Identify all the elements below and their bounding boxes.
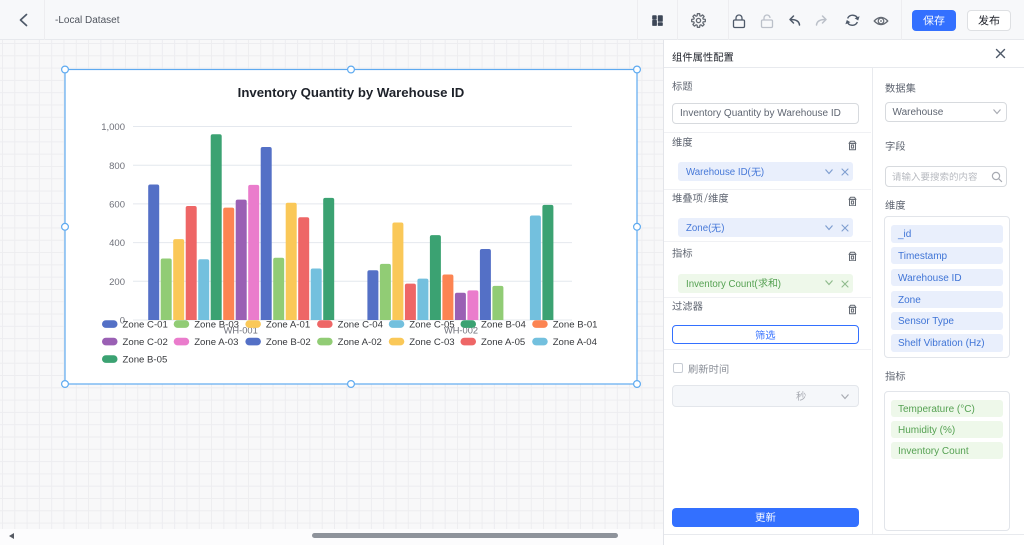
svg-text:WH-002: WH-002 bbox=[444, 326, 478, 336]
svg-text:Zone A-05: Zone A-05 bbox=[481, 337, 525, 348]
svg-text:Zone C-02: Zone C-02 bbox=[123, 337, 168, 348]
svg-text:Zone B-01: Zone B-01 bbox=[553, 320, 598, 331]
svg-text:Zone B-02: Zone B-02 bbox=[266, 337, 311, 348]
svg-text:Zone B-04: Zone B-04 bbox=[481, 320, 526, 331]
svg-text:Zone B-03: Zone B-03 bbox=[194, 320, 239, 331]
svg-text:600: 600 bbox=[109, 200, 125, 211]
svg-text:Zone C-05: Zone C-05 bbox=[409, 320, 454, 331]
svg-text:Zone A-03: Zone A-03 bbox=[194, 337, 238, 348]
svg-text:Inventory Quantity by Warehous: Inventory Quantity by Warehouse ID bbox=[238, 85, 465, 100]
svg-text:800: 800 bbox=[109, 161, 125, 172]
svg-text:200: 200 bbox=[109, 277, 125, 288]
svg-text:1,000: 1,000 bbox=[101, 122, 125, 133]
svg-text:Zone A-04: Zone A-04 bbox=[553, 337, 598, 348]
svg-text:Zone A-01: Zone A-01 bbox=[266, 320, 310, 331]
svg-text:400: 400 bbox=[109, 238, 125, 249]
svg-text:0: 0 bbox=[120, 316, 125, 327]
svg-text:Zone A-02: Zone A-02 bbox=[338, 337, 382, 348]
svg-text:Zone C-03: Zone C-03 bbox=[409, 337, 454, 348]
svg-text:WH-001: WH-001 bbox=[224, 326, 258, 336]
svg-text:Zone B-05: Zone B-05 bbox=[123, 355, 168, 366]
svg-text:Zone C-01: Zone C-01 bbox=[123, 320, 168, 331]
svg-text:Zone C-04: Zone C-04 bbox=[338, 320, 384, 331]
